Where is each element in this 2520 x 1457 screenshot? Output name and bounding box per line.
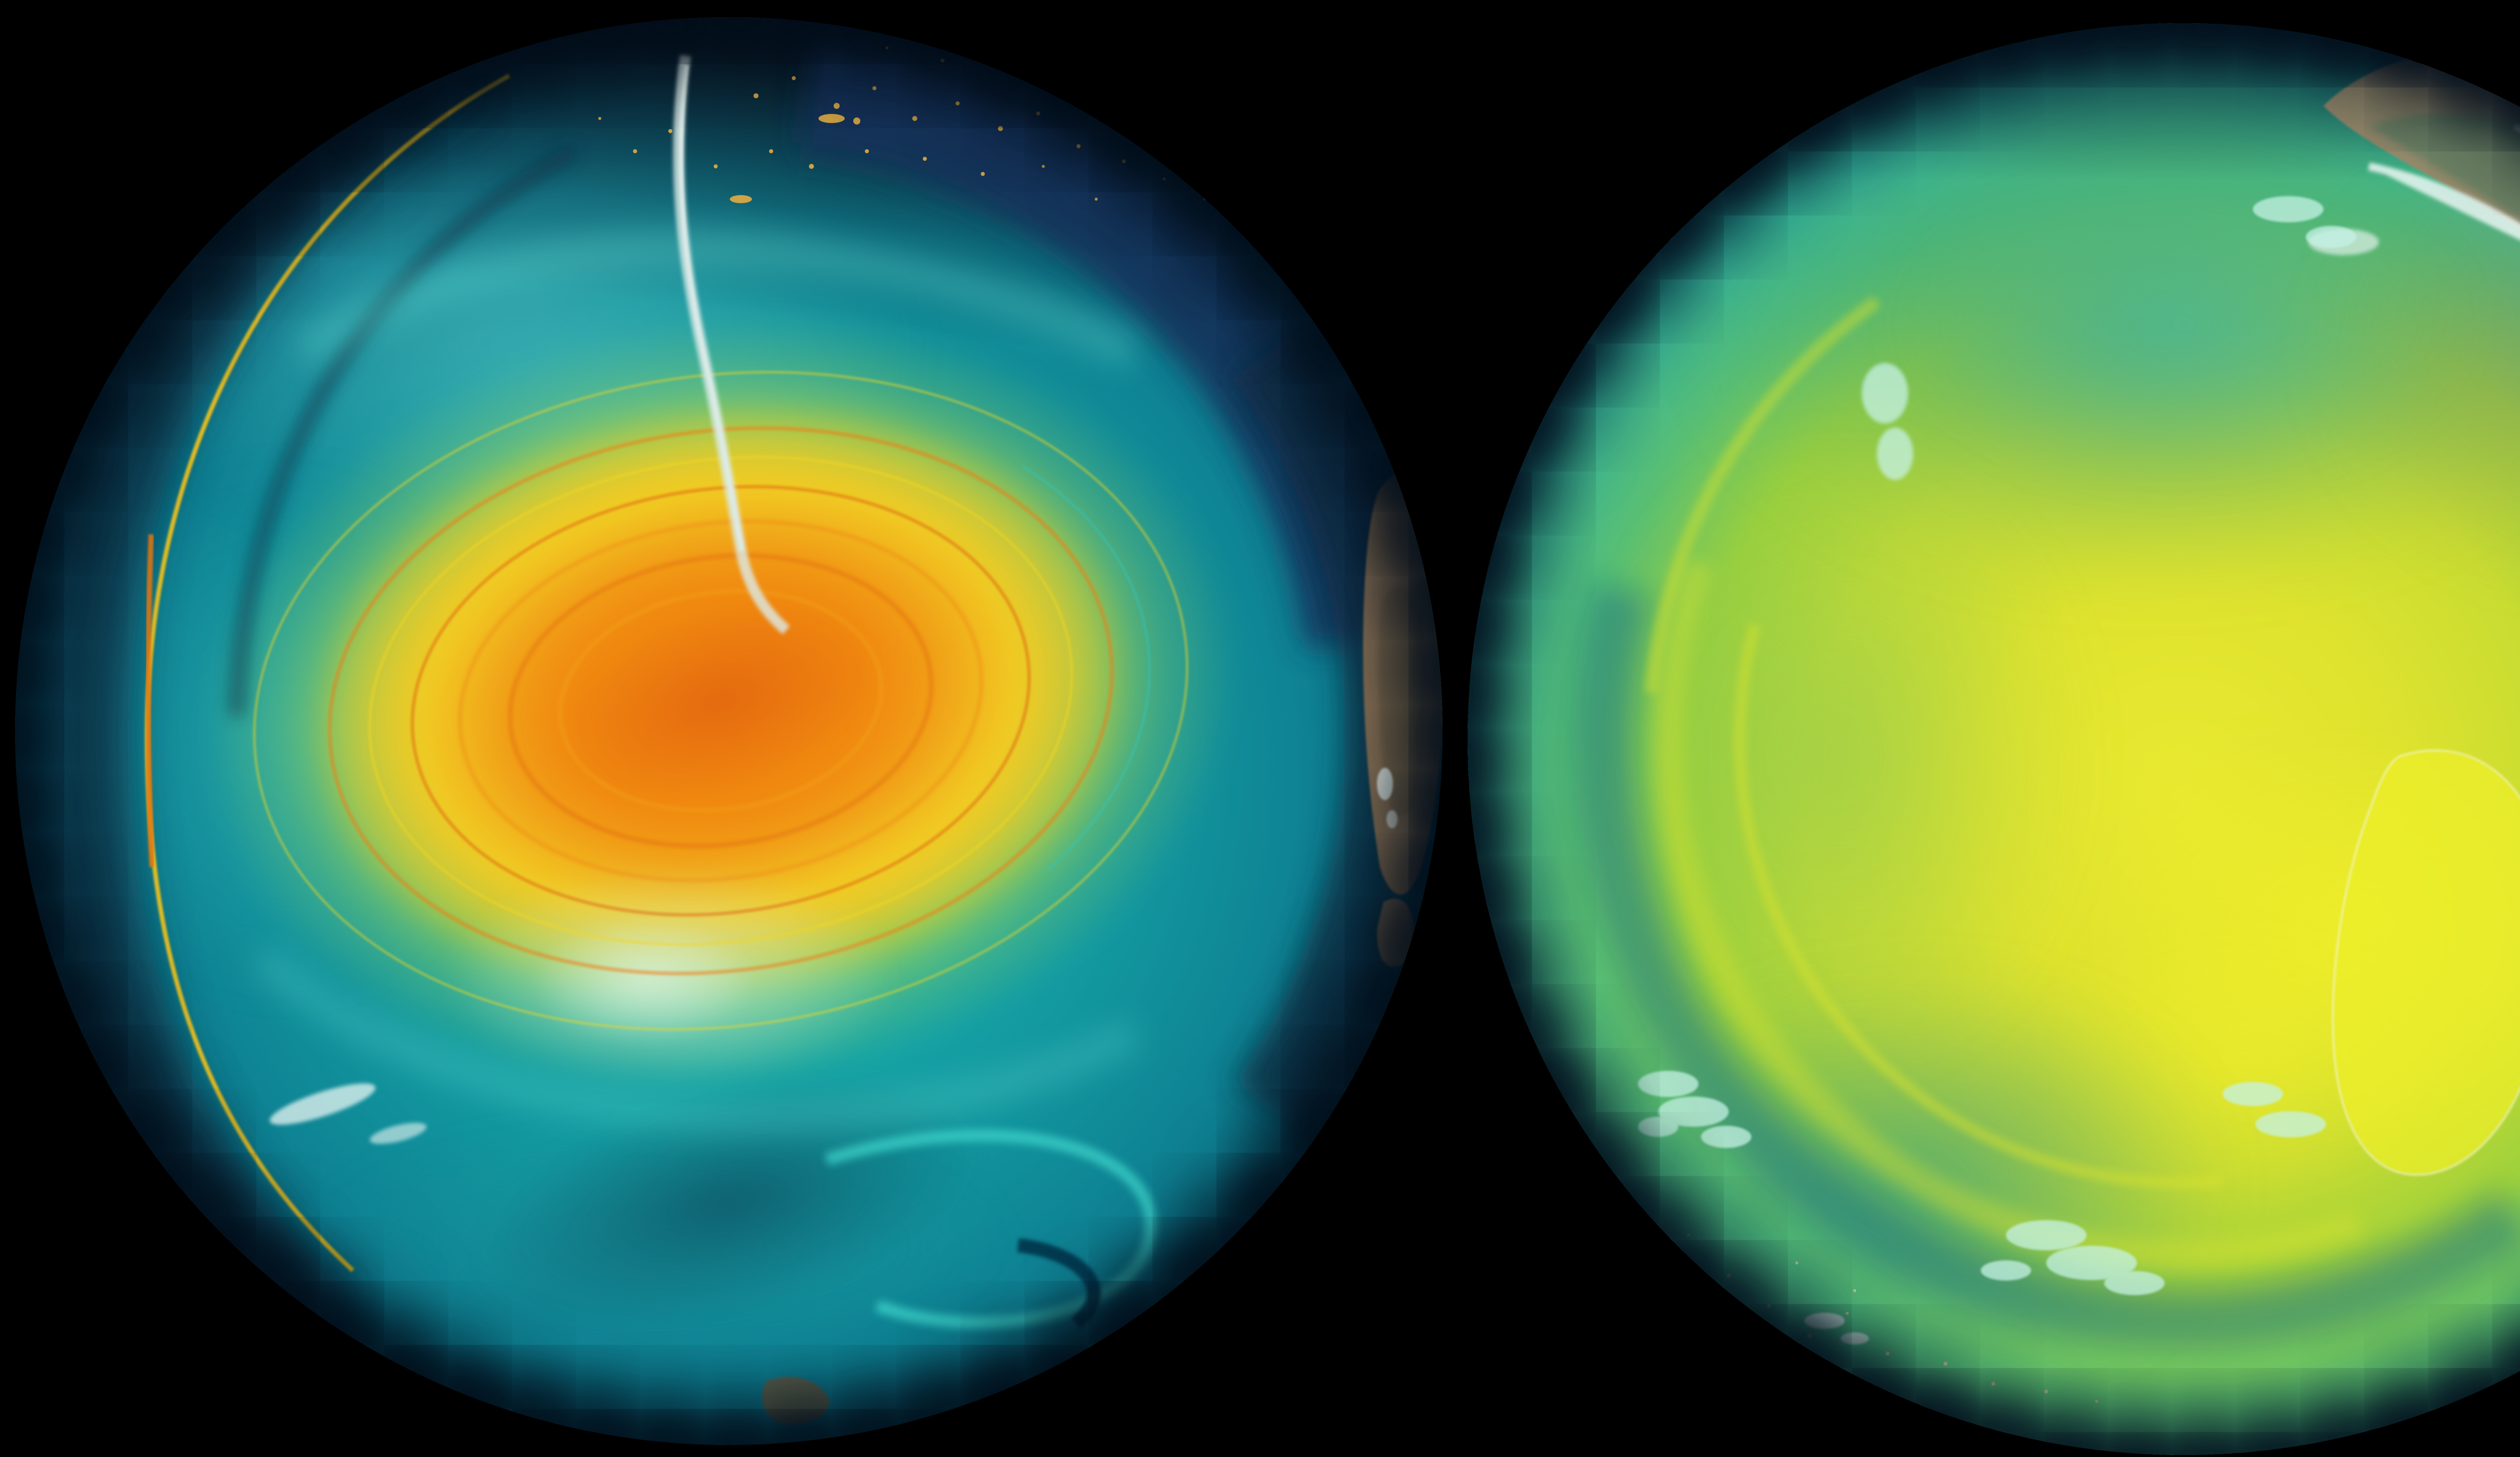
right-globe-detail-art bbox=[1468, 23, 2520, 1455]
white-cloud-clump bbox=[1804, 1313, 1869, 1345]
yellow-streak-arc-1 bbox=[1525, 80, 2520, 1399]
orange-filament-segment bbox=[148, 534, 153, 867]
ice-speckle-clusters bbox=[1638, 196, 2356, 1295]
greenland-bright-patch bbox=[2333, 750, 2520, 1175]
right-globe: Globe viewed over the north pole: yellow… bbox=[1468, 23, 2520, 1455]
left-globe-detail-art bbox=[15, 17, 1442, 1445]
left-globe: Globe viewed over the south pole: orange… bbox=[15, 17, 1442, 1445]
teal-sweep-arc-bottom bbox=[262, 958, 1134, 1117]
space-scene: Globe viewed over the south pole: orange… bbox=[0, 0, 2520, 1457]
bottom-eddy-swirl bbox=[827, 1135, 1151, 1323]
bottom-small-landmass bbox=[762, 1377, 829, 1424]
lower-cloud-streaks bbox=[266, 1075, 428, 1148]
andes-snow-ridge bbox=[679, 55, 786, 630]
siberia-landmass bbox=[2308, 46, 2520, 385]
